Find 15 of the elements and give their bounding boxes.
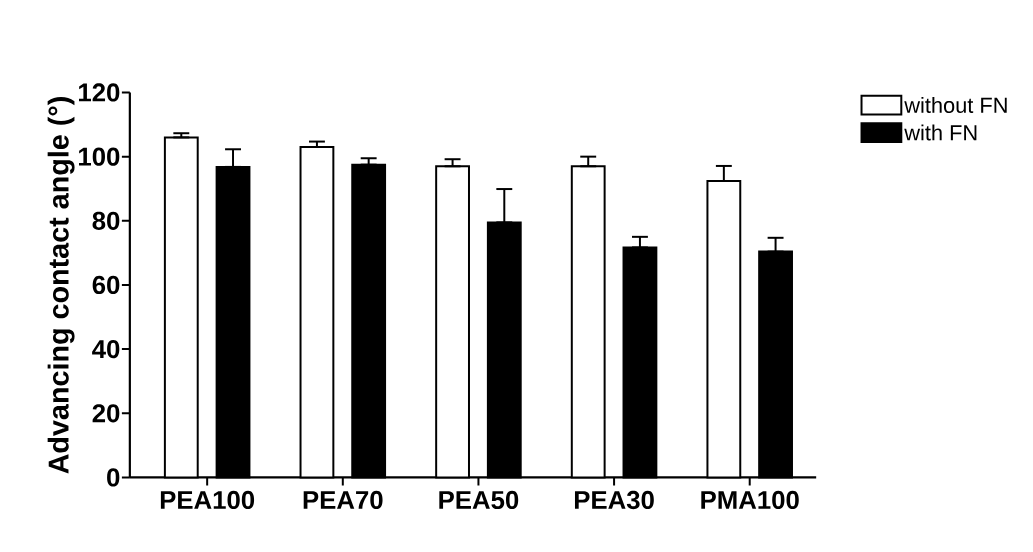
x-tick-label: PEA70 <box>303 490 383 510</box>
x-tick-label: PEA100 <box>160 490 255 510</box>
y-tick-label: 0 <box>107 468 120 487</box>
x-tick-label: PMA100 <box>701 490 799 510</box>
y-tick-label: 40 <box>92 339 120 359</box>
y-tick-label: 120 <box>79 83 120 102</box>
y-tick-label: 80 <box>92 211 120 230</box>
y-axis-title: Advancing contact angle (°) <box>47 97 75 474</box>
y-tick-label: 60 <box>92 275 120 295</box>
legend-label: without FN <box>904 96 1007 113</box>
y-tick-label: 20 <box>92 404 120 423</box>
legend-label: with FN <box>904 124 977 141</box>
y-tick-label: 100 <box>79 147 120 166</box>
x-tick-label: PEA50 <box>439 490 519 510</box>
x-tick-label: PEA30 <box>574 490 654 510</box>
